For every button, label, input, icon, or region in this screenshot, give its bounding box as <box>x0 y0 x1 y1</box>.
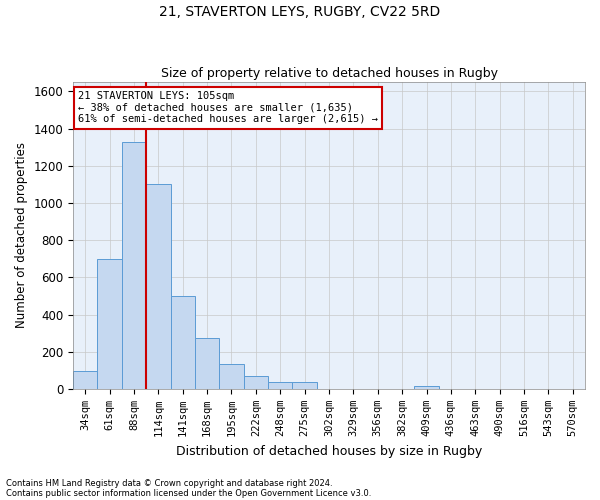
Text: Contains public sector information licensed under the Open Government Licence v3: Contains public sector information licen… <box>6 488 371 498</box>
Text: Contains HM Land Registry data © Crown copyright and database right 2024.: Contains HM Land Registry data © Crown c… <box>6 478 332 488</box>
X-axis label: Distribution of detached houses by size in Rugby: Distribution of detached houses by size … <box>176 444 482 458</box>
Title: Size of property relative to detached houses in Rugby: Size of property relative to detached ho… <box>161 66 497 80</box>
Bar <box>220 364 244 389</box>
Bar <box>97 258 122 389</box>
Text: 21 STAVERTON LEYS: 105sqm
← 38% of detached houses are smaller (1,635)
61% of se: 21 STAVERTON LEYS: 105sqm ← 38% of detac… <box>78 92 378 124</box>
Text: 21, STAVERTON LEYS, RUGBY, CV22 5RD: 21, STAVERTON LEYS, RUGBY, CV22 5RD <box>160 5 440 19</box>
Bar <box>73 372 97 389</box>
Bar <box>415 386 439 389</box>
Bar <box>195 338 220 389</box>
Y-axis label: Number of detached properties: Number of detached properties <box>15 142 28 328</box>
Bar <box>244 376 268 389</box>
Bar <box>122 142 146 389</box>
Bar <box>292 382 317 389</box>
Bar <box>146 184 170 389</box>
Bar <box>170 296 195 389</box>
Bar <box>268 382 292 389</box>
